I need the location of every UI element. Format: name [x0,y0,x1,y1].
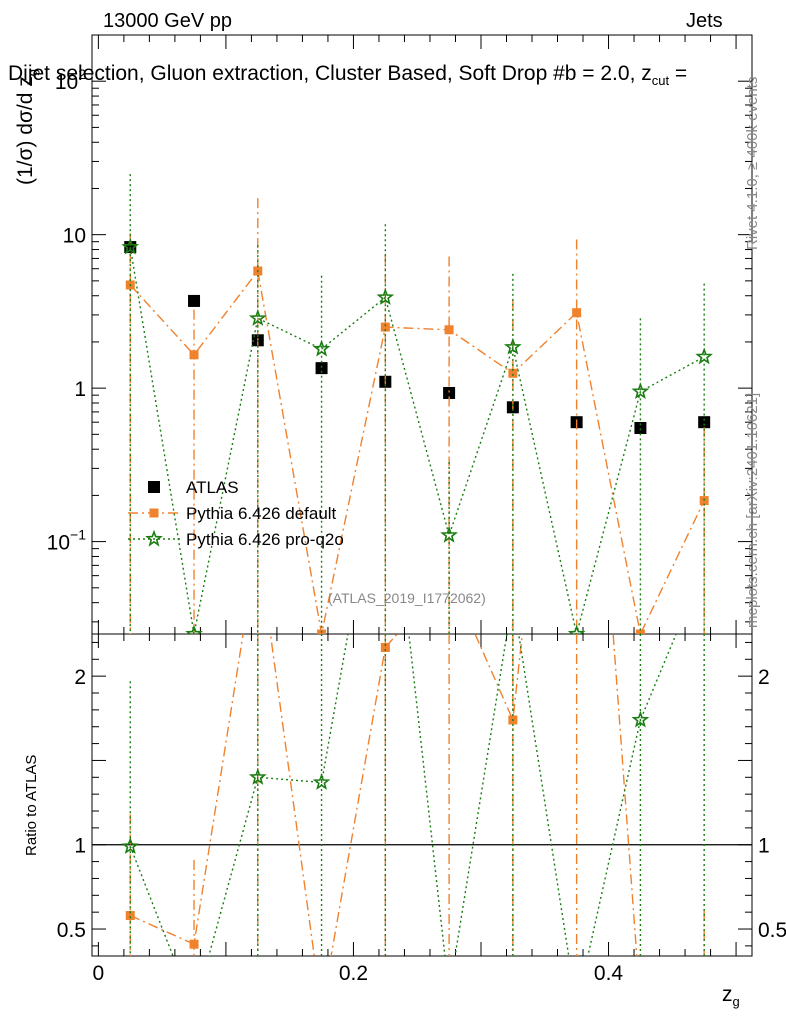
legend-pythia-default-marker [149,508,159,518]
beam-energy-label: 13000 GeV pp [103,10,232,32]
ratio-pythia-default-point [189,939,199,949]
main-y-tick-label-base: 10 [47,532,70,555]
atlas-point [634,421,647,434]
ratio-pythia-proq2o-point [312,773,331,790]
main-y-tick-label-exponent: 2 [78,66,86,82]
ratio-pythia-default-point [636,1000,645,1009]
pythia-default-point [635,629,645,634]
pythia-proq2o-point [376,288,395,305]
atlas-point [698,416,711,429]
x-tick-label: 0.2 [339,962,368,985]
ratio-y-tick-label: 2 [74,666,86,689]
legend-atlas-text: ATLAS [186,478,239,497]
pythia-proq2o-point [121,237,140,255]
main-y-tick-label-base: 10 [63,225,86,248]
ratio-series-group [121,132,709,1016]
pythia-default-point [572,308,582,318]
ratio-pythia-proq2o-point [442,986,455,999]
main-y-tick-label: 10 [63,225,86,248]
ratio-pythia-default-point [380,642,390,652]
rivet-label: Rivet 4.1.0, ≥ 400k events [744,76,761,250]
ratio-y-tick-label-right: 1 [758,835,770,858]
plot-title-end: = [669,62,688,85]
main-y-tick-label-base: 1 [74,378,86,401]
x-tick-label: 0.4 [594,962,624,985]
ratio-pythia-proq2o-point [631,710,650,728]
main-y-tick-label-base: 10 [55,71,78,94]
pythia-default-point [444,325,454,335]
ratio-pythia-default-line [130,634,638,956]
pythia-proq2o-point [695,347,713,365]
x-axis-text: z [722,983,733,1006]
pythia-proq2o-point [567,624,586,634]
pythia-proq2o-point [185,624,203,634]
analysis-id-label: (ATLAS_2019_I1772062) [328,590,486,606]
pythia-proq2o-point [312,339,331,357]
pythia-proq2o-line [129,246,705,634]
atlas-point [124,241,137,254]
ratio-pythia-default-point [125,911,135,921]
ratio-pythia-proq2o-line [129,634,677,956]
main-y-tick-label: 102 [55,66,86,94]
plot-title-sub: cut [651,73,670,89]
pythia-default-point [189,350,199,360]
plot-title-main: Dijet selection, Gluon extraction, Clust… [8,62,652,85]
ratio-pythia-default-point [572,132,581,141]
pythia-proq2o-point [440,525,458,543]
category-label: Jets [686,10,723,32]
pythia-default-line [129,269,705,634]
legend-pythia-default-text: Pythia 6.426 default [186,504,337,523]
main-y-axis-text: (1/σ) dσ/d z [14,76,37,185]
ratio-panel-frame [91,633,753,957]
mcplots-label: mcplots.cern.ch [arXiv:2401.10621] [744,392,761,628]
atlas-point [188,294,201,307]
legend-atlas-marker [148,481,160,493]
ratio-y-tick-label: 0.5 [57,919,86,942]
ratio-pythia-proq2o-point [121,837,140,854]
x-axis-sub: g [732,994,740,1010]
pythia-proq2o-point [503,337,522,355]
main-y-tick-label: 1 [74,378,86,401]
atlas-point [315,362,328,375]
pythia-default-point [508,368,518,378]
pythia-proq2o-point [631,382,650,400]
atlas-point [443,386,456,399]
main-y-axis-sub: g [25,68,41,77]
pythia-default-point [380,322,390,332]
legend-pythia-proq2o-marker [145,529,163,547]
ratio-pythia-default-point [317,1005,326,1014]
ratio-pythia-proq2o-point [248,767,267,785]
ratio-pythia-default-point [700,957,709,966]
x-axis-label: zg [722,983,740,1009]
ratio-y-tick-label: 1 [74,835,86,858]
main-y-axis-label: (1/σ) dσ/d zg [14,69,40,185]
ratio-pythia-proq2o-point [570,1000,583,1013]
ratio-y-tick-label-right: 0.5 [758,919,786,942]
main-series-group [121,174,713,634]
pythia-proq2o-point [248,308,267,326]
x-tick-label: 0 [93,962,105,985]
ratio-y-tick-label-right: 2 [758,666,770,689]
pythia-default-point [699,496,709,506]
plot-title: Dijet selection, Gluon extraction, Clust… [8,62,687,88]
main-y-tick-label-exponent: −1 [70,527,86,543]
legend-pythia-proq2o-text: Pythia 6.426 pro-q2o [186,530,344,549]
ratio-y-axis-label: Ratio to ATLAS [23,754,40,856]
main-y-tick-label: 10−1 [47,527,87,555]
ratio-pythia-proq2o-point [187,1003,200,1016]
